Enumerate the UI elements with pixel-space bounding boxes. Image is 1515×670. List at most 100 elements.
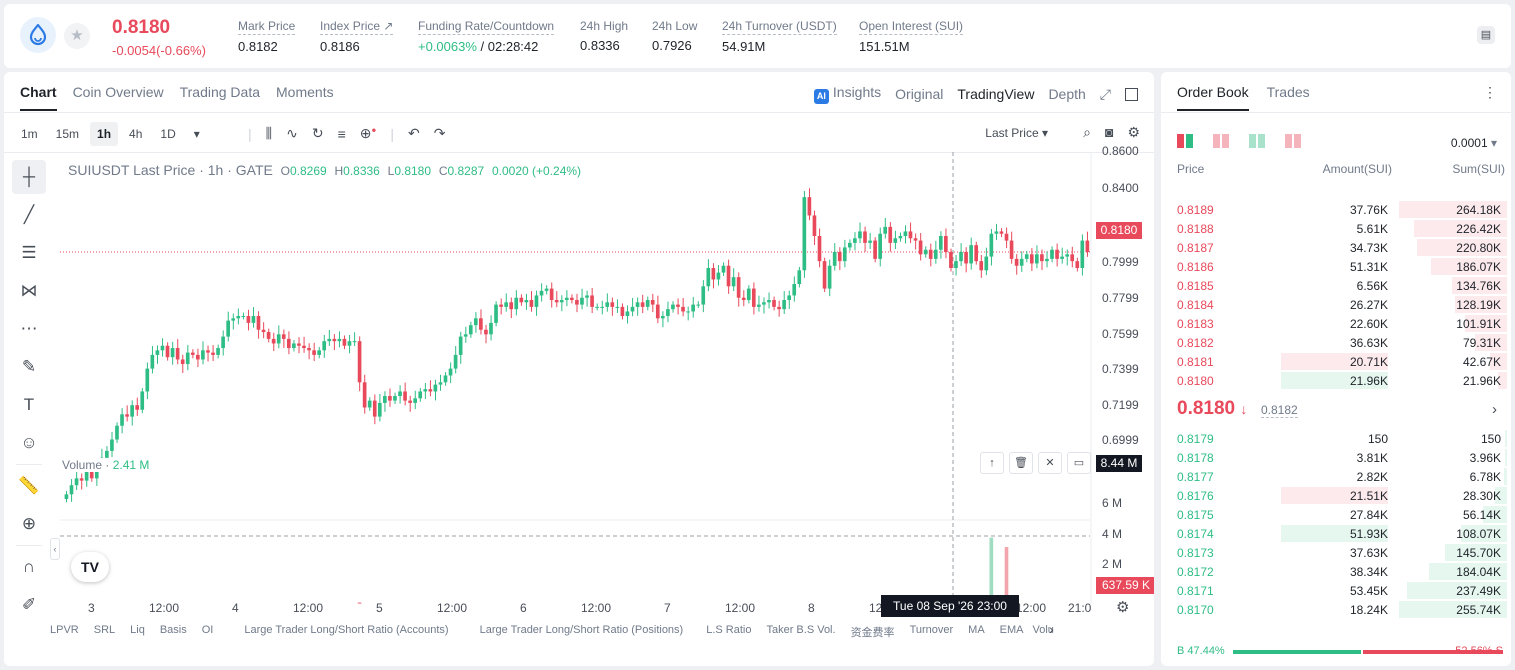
indicator-oi[interactable]: OI <box>201 624 214 636</box>
indicators-icon[interactable]: ∿ <box>286 125 298 141</box>
price-type-select[interactable]: Last Price ▾ <box>985 126 1048 140</box>
indicator-volume[interactable]: Volu <box>1032 624 1054 636</box>
trend-line-icon[interactable]: ╱ <box>23 205 35 224</box>
bid-row[interactable]: 0.8176 21.51K 28.30K <box>1161 486 1511 505</box>
ask-row[interactable]: 0.8188 5.61K 226.42K <box>1161 219 1511 238</box>
bid-row[interactable]: 0.8175 27.84K 56.14K <box>1161 505 1511 524</box>
timeframe-1m[interactable]: 1m <box>21 127 38 141</box>
timeframe-15m[interactable]: 15m <box>55 127 80 141</box>
indicator-lt-positions[interactable]: Large Trader Long/Short Ratio (Positions… <box>479 624 684 636</box>
delete-icon[interactable]: 🗑 <box>1009 452 1033 474</box>
stat-index-price[interactable]: Index Price ↗ 0.8186 <box>320 19 394 54</box>
indicator-liq[interactable]: Liq <box>130 624 145 636</box>
collapse-pane-icon[interactable]: ✕ <box>1038 452 1062 474</box>
bid-row[interactable]: 0.8171 53.45K 237.49K <box>1161 581 1511 600</box>
tab-insights[interactable]: AI Insights <box>813 84 881 104</box>
bid-row[interactable]: 0.8177 2.82K 6.78K <box>1161 467 1511 486</box>
search-icon[interactable]: ⌕ <box>1083 124 1091 140</box>
indicator-lt-accounts[interactable]: Large Trader Long/Short Ratio (Accounts) <box>244 624 449 636</box>
candle-type-icon[interactable]: ⫼ <box>265 125 273 141</box>
precision-select[interactable]: 0.0001 ▾ <box>1451 136 1497 150</box>
text-icon[interactable]: T <box>23 395 35 414</box>
crosshair-icon[interactable]: ┼ <box>12 160 46 194</box>
ask-row[interactable]: 0.8189 37.76K 264.18K <box>1161 200 1511 219</box>
timeframe-4h[interactable]: 4h <box>129 127 143 141</box>
tab-tradingview[interactable]: TradingView <box>957 86 1035 102</box>
bid-row[interactable]: 0.8173 37.63K 145.70K <box>1161 543 1511 562</box>
timeframe-dropdown-icon[interactable]: ▾ <box>193 127 200 141</box>
bid-row[interactable]: 0.8178 3.81K 3.96K <box>1161 448 1511 467</box>
chevron-right-icon[interactable]: › <box>1049 621 1054 637</box>
ask-row[interactable]: 0.8187 34.73K 220.80K <box>1161 238 1511 257</box>
templates-icon[interactable]: ≡ <box>337 125 346 142</box>
indicator-lpvr[interactable]: LPVR <box>50 624 79 636</box>
emoji-icon[interactable]: ☺ <box>20 433 38 452</box>
indicator-ema[interactable]: EMA <box>999 624 1024 636</box>
add-alert-icon[interactable]: ⊕● <box>359 125 377 141</box>
tab-chart[interactable]: Chart <box>20 84 57 111</box>
bid-row[interactable]: 0.8174 51.93K 108.07K <box>1161 524 1511 543</box>
bid-row[interactable]: 0.8172 38.34K 184.04K <box>1161 562 1511 581</box>
stat-funding-rate[interactable]: Funding Rate/Countdown +0.0063% / 02:28:… <box>418 19 555 54</box>
expand-icon[interactable]: ⤢ <box>1099 85 1111 102</box>
timeframe-1h[interactable]: 1h <box>90 122 119 146</box>
indicator-ma[interactable]: MA <box>968 624 985 636</box>
order-price: 0.8178 <box>1177 451 1214 465</box>
projection-icon[interactable]: ⋯ <box>20 319 38 338</box>
fib-icon[interactable]: ☰ <box>21 243 37 262</box>
ask-row[interactable]: 0.8180 21.96K 21.96K <box>1161 371 1511 390</box>
pattern-icon[interactable]: ⋈ <box>20 281 38 300</box>
settings-gear-icon[interactable]: ⚙ <box>1127 124 1140 140</box>
tab-trading-data[interactable]: Trading Data <box>179 84 261 100</box>
indicator-basis[interactable]: Basis <box>159 624 187 636</box>
indicator-turnover[interactable]: Turnover <box>909 624 954 636</box>
ask-row[interactable]: 0.8181 20.71K 42.67K <box>1161 352 1511 371</box>
collapse-toolbar-icon[interactable]: ‹ <box>50 538 60 560</box>
zoom-in-icon[interactable]: ⊕ <box>21 514 37 533</box>
favorite-star-icon[interactable]: ★ <box>64 23 90 49</box>
ask-row[interactable]: 0.8182 36.63K 79.31K <box>1161 333 1511 352</box>
indicator-taker-bs[interactable]: Taker B.S Vol. <box>766 624 836 636</box>
tab-coin-overview[interactable]: Coin Overview <box>72 84 164 100</box>
indicator-ls-ratio[interactable]: L.S Ratio <box>706 624 752 636</box>
book-mode-split-icon[interactable] <box>1213 134 1229 148</box>
more-options-icon[interactable]: ⋮ <box>1483 84 1497 100</box>
window-icon[interactable] <box>1125 87 1138 101</box>
tab-moments[interactable]: Moments <box>276 84 334 100</box>
tab-trades[interactable]: Trades <box>1266 84 1310 100</box>
price-chart[interactable] <box>60 152 1152 604</box>
mid-mark-price[interactable]: 0.8182 <box>1261 403 1298 418</box>
timeframe-1d[interactable]: 1D <box>160 127 176 141</box>
bid-row[interactable]: 0.8179 150 150 <box>1161 429 1511 448</box>
book-icon[interactable]: ▤ <box>1477 26 1495 44</box>
maximize-pane-icon[interactable]: ▭ <box>1067 452 1091 474</box>
stat-24h-turnover[interactable]: 24h Turnover (USDT) 54.91M <box>722 19 837 54</box>
compare-icon[interactable]: ↻ <box>311 125 324 141</box>
tab-depth[interactable]: Depth <box>1048 86 1086 102</box>
tab-original[interactable]: Original <box>895 86 944 102</box>
tab-order-book[interactable]: Order Book <box>1177 84 1249 111</box>
book-mode-both-icon[interactable] <box>1177 134 1193 148</box>
camera-icon[interactable]: ◙ <box>1104 124 1114 140</box>
redo-icon[interactable]: ↷ <box>433 125 446 141</box>
undo-icon[interactable]: ↶ <box>407 125 420 141</box>
scale-settings-icon[interactable]: ⚙ <box>1116 599 1130 616</box>
book-mode-asks-icon[interactable] <box>1285 134 1301 148</box>
ask-row[interactable]: 0.8186 51.31K 186.07K <box>1161 257 1511 276</box>
magnet-icon[interactable]: ∩ <box>22 557 36 576</box>
stat-mark-price[interactable]: Mark Price 0.8182 <box>238 19 296 54</box>
bid-row[interactable]: 0.8170 18.24K 255.74K <box>1161 600 1511 619</box>
ask-row[interactable]: 0.8185 6.56K 134.76K <box>1161 276 1511 295</box>
stat-open-interest[interactable]: Open Interest (SUI) 151.51M <box>859 19 964 54</box>
lock-drawing-icon[interactable]: ✐ <box>21 595 37 614</box>
brush-icon[interactable]: ✎ <box>21 357 37 376</box>
ask-row[interactable]: 0.8183 22.60K 101.91K <box>1161 314 1511 333</box>
ruler-icon[interactable]: 📏 <box>18 476 40 495</box>
move-up-icon[interactable]: ↑ <box>980 452 1004 474</box>
ask-row[interactable]: 0.8184 26.27K 128.19K <box>1161 295 1511 314</box>
book-mode-bids-icon[interactable] <box>1249 134 1265 148</box>
indicator-funding-rate[interactable]: 资金费率 <box>850 627 895 639</box>
chevron-right-icon[interactable]: › <box>1492 401 1497 418</box>
candle-body <box>443 375 448 383</box>
indicator-srl[interactable]: SRL <box>93 624 116 636</box>
